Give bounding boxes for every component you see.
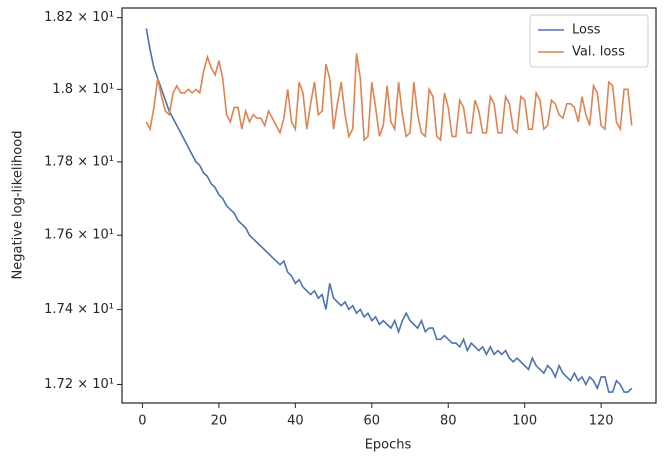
y-tick-label: 1.8 × 10¹ [52, 82, 114, 97]
x-tick-label: 120 [589, 414, 614, 429]
series-line [145, 53, 633, 142]
y-tick-label: 1.74 × 10¹ [44, 302, 114, 317]
legend-label: Val. loss [572, 45, 625, 60]
legend-label: Loss [572, 23, 601, 38]
y-tick-label: 1.82 × 10¹ [44, 10, 114, 25]
y-tick-label: 1.72 × 10¹ [44, 377, 114, 392]
y-axis-label: Negative log-likelihood [11, 131, 26, 280]
x-tick-label: 40 [287, 414, 304, 429]
plot-frame [121, 7, 657, 404]
legend-box [529, 14, 649, 68]
series-line [145, 28, 633, 393]
x-tick-label: 60 [364, 414, 381, 429]
y-tick-label: 1.76 × 10¹ [44, 228, 114, 243]
x-tick-label: 80 [440, 414, 457, 429]
x-tick-label: 20 [211, 414, 228, 429]
y-tick-label: 1.78 × 10¹ [44, 154, 114, 169]
x-tick-label: 100 [512, 414, 537, 429]
x-tick-label: 0 [138, 414, 146, 429]
x-axis-label: Epochs [365, 438, 412, 453]
